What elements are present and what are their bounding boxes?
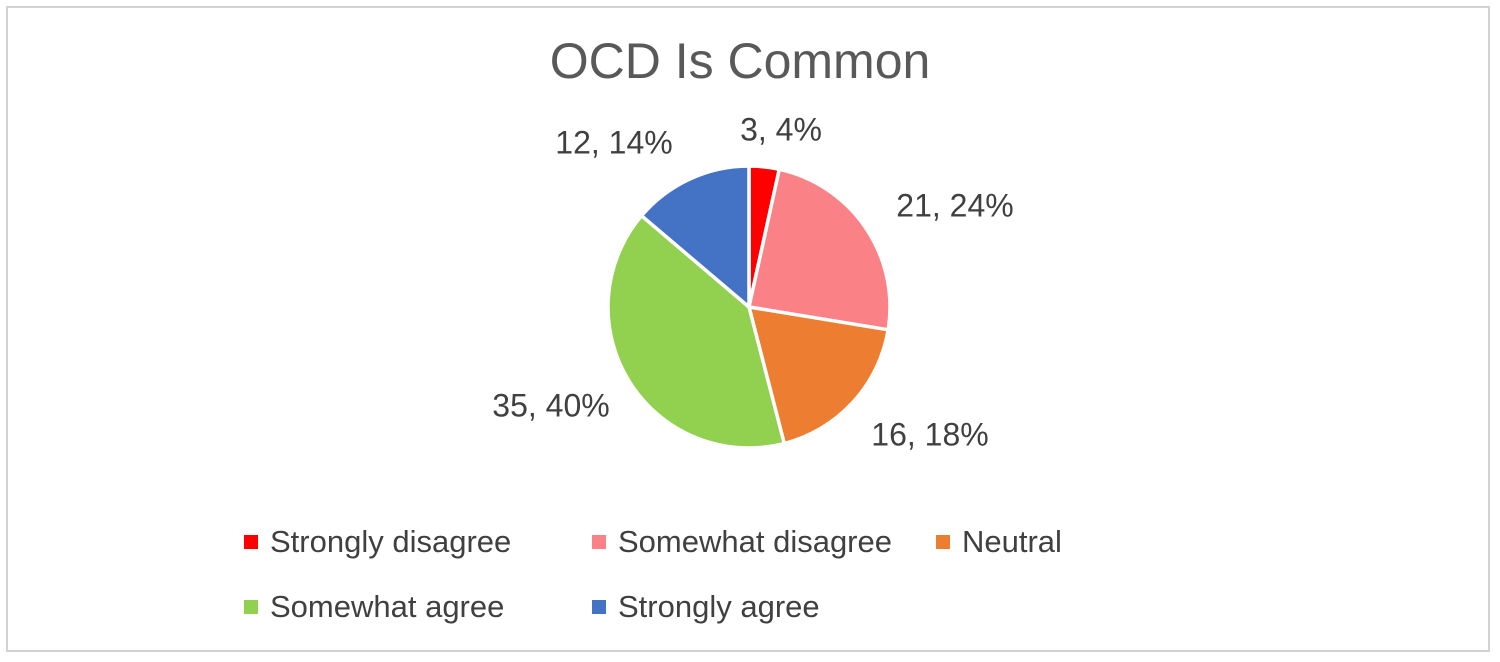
data-label-somewhat-disagree: 21, 24% xyxy=(896,187,1014,224)
legend-swatch-icon xyxy=(592,600,606,614)
legend-item-strongly-agree: Strongly agree xyxy=(592,589,820,625)
legend-label: Somewhat disagree xyxy=(618,524,892,559)
legend-swatch-icon xyxy=(244,535,258,549)
legend-label: Somewhat agree xyxy=(270,589,505,624)
data-label-neutral: 16, 18% xyxy=(871,416,989,453)
legend-swatch-icon xyxy=(244,600,258,614)
pie-slice-somewhat-agree xyxy=(606,213,787,450)
pie-slice-neutral xyxy=(747,305,890,446)
legend-swatch-icon xyxy=(936,535,950,549)
legend-label: Neutral xyxy=(962,524,1062,559)
legend-label: Strongly agree xyxy=(618,589,820,624)
data-label-strongly-agree: 12, 14% xyxy=(555,124,673,161)
data-label-somewhat-agree: 35, 40% xyxy=(492,387,610,424)
legend-item-somewhat-agree: Somewhat agree xyxy=(244,589,504,625)
chart-title: OCD Is Common xyxy=(549,33,931,89)
legend-item-somewhat-disagree: Somewhat disagree xyxy=(592,524,892,560)
legend-item-strongly-disagree: Strongly disagree xyxy=(244,524,511,560)
pie-plot-area xyxy=(606,164,892,450)
legend-label: Strongly disagree xyxy=(270,524,512,559)
legend-item-neutral: Neutral xyxy=(936,524,1062,560)
pie-slice-somewhat-disagree xyxy=(747,167,892,332)
pie-slice-strongly-agree xyxy=(639,164,751,309)
data-label-strongly-disagree: 3, 4% xyxy=(740,111,822,148)
legend-swatch-icon xyxy=(592,535,606,549)
